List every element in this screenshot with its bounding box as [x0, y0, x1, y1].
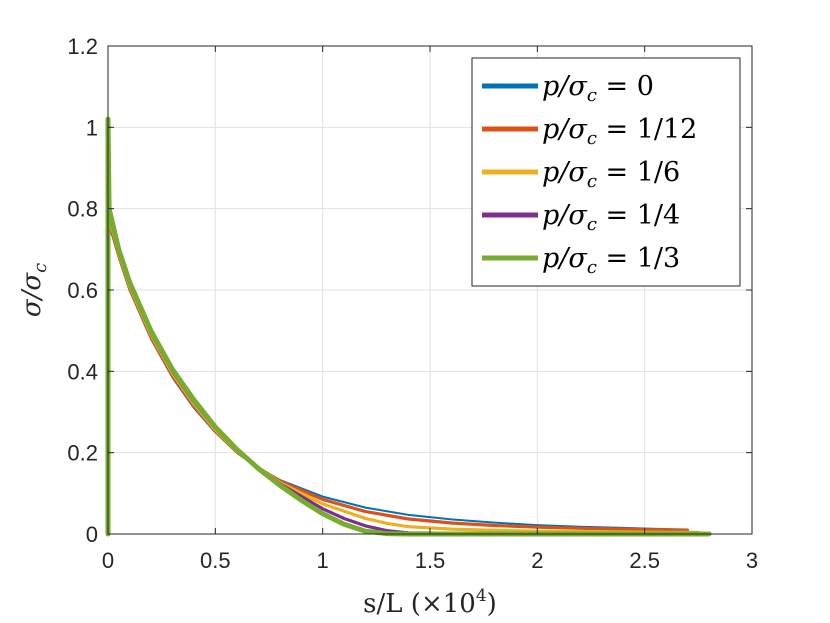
- ticks: 0 0.5 1 1.5 2 2.5 3 0 0.2 0.4 0.6 0.8 1 1.2: [67, 34, 758, 573]
- x-tick-label: 2.5: [629, 548, 660, 573]
- x-tick-label: 1.5: [415, 548, 446, 573]
- x-tick-label: 0.5: [200, 548, 231, 573]
- x-tick-label: 2: [531, 548, 543, 573]
- y-tick-label: 0.2: [67, 441, 98, 466]
- x-tick-label: 3: [746, 548, 758, 573]
- x-axis-title: s/L (×104): [363, 586, 497, 619]
- legend-item-4: p/σc = 1/4: [482, 200, 680, 235]
- y-tick-label: 1.2: [67, 34, 98, 59]
- y-tick-label: 0.8: [67, 197, 98, 222]
- legend-item-3: p/σc = 1/6: [482, 157, 680, 192]
- legend: p/σc = 0 p/σc = 1/12 p/σc = 1/6 p/σc = 1/4 p…: [471, 57, 741, 287]
- legend-label: p/σc = 1/12: [542, 114, 697, 149]
- legend-items: p/σc = 0 p/σc = 1/12 p/σc = 1/6 p/σc = 1/4 p…: [482, 71, 697, 278]
- y-tick-label: 0.6: [67, 278, 98, 303]
- x-tick-label: 0: [102, 548, 114, 573]
- y-axis-title-main: σ/σ: [17, 272, 47, 318]
- y-axis-title-subscript: c: [30, 263, 51, 273]
- x-axis-title-exponent: 4: [476, 586, 487, 606]
- legend-label: p/σc = 1/4: [542, 200, 680, 235]
- x-axis-title-close: ): [487, 589, 497, 619]
- x-tick-label: 1: [317, 548, 329, 573]
- legend-label: p/σc = 1/3: [542, 243, 680, 278]
- legend-label: p/σc = 0: [542, 71, 654, 106]
- y-axis-title: σ/σc: [17, 263, 51, 317]
- legend-item-1: p/σc = 0: [482, 71, 654, 106]
- legend-label: p/σc = 1/6: [542, 157, 680, 192]
- y-tick-label: 1: [86, 115, 98, 140]
- legend-item-5: p/σc = 1/3: [482, 243, 680, 278]
- x-axis-title-main: s/L (×10: [363, 589, 476, 619]
- y-tick-label: 0.4: [67, 359, 98, 384]
- y-tick-label: 0: [86, 522, 98, 547]
- legend-item-2: p/σc = 1/12: [482, 114, 697, 149]
